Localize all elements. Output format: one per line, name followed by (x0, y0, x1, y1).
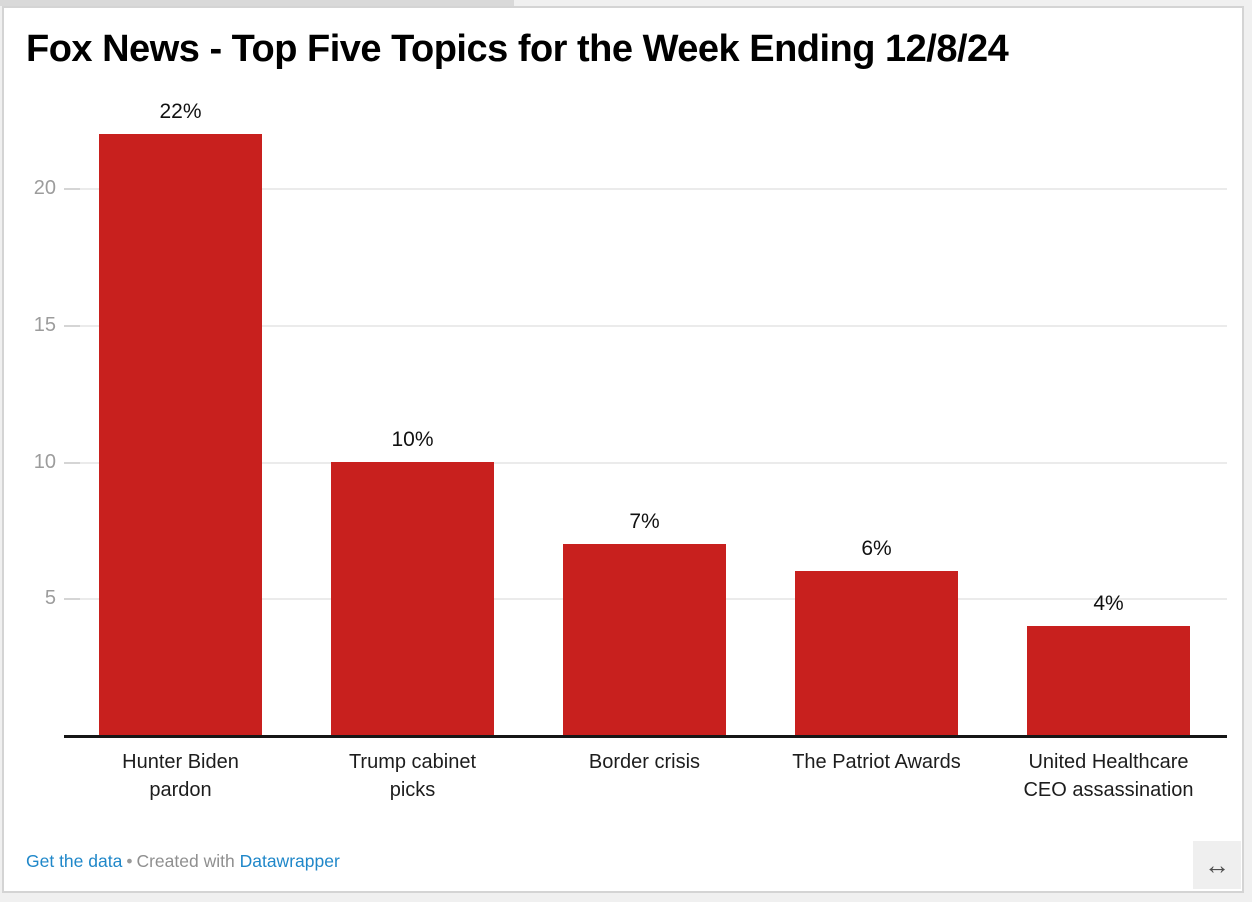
bar (1027, 626, 1190, 735)
bar (331, 462, 494, 735)
footer-separator: • (126, 851, 133, 871)
bar-chart-plot: 5 10 15 20 22% Hunter Biden pardon 10% Trump ca… (4, 8, 1242, 891)
bar-value-label: 6% (861, 537, 892, 560)
category-label: Hunter Biden pardon (122, 751, 239, 801)
gridline (64, 325, 1227, 327)
y-tick-label: 5 (44, 587, 56, 609)
category-label: Trump cabinet picks (348, 751, 477, 801)
chart-footer: Get the data • Created with Datawrapper (26, 848, 340, 874)
gridline (64, 188, 1227, 190)
category-label: Border crisis (588, 751, 701, 773)
resize-handle[interactable]: ↔ (1193, 841, 1241, 889)
bar (99, 134, 262, 735)
created-with-text: Created with (136, 851, 235, 871)
category-label: The Patriot Awards (792, 751, 961, 773)
y-axis-tick (64, 188, 80, 190)
bar-value-label: 22% (159, 100, 202, 123)
get-the-data-link[interactable]: Get the data (26, 851, 123, 871)
y-tick-label: 10 (33, 451, 56, 473)
bar (795, 571, 958, 735)
bar-value-label: 4% (1093, 592, 1124, 615)
gridline (64, 462, 1227, 464)
horizontal-resize-icon: ↔ (1204, 850, 1230, 880)
datawrapper-link[interactable]: Datawrapper (239, 851, 340, 871)
bar-value-label: 10% (391, 428, 434, 451)
category-label: United Healthcare CEO assassination (1023, 751, 1194, 801)
bar (563, 544, 726, 735)
chart-card: Fox News - Top Five Topics for the Week … (2, 6, 1244, 893)
bar-value-label: 7% (629, 510, 660, 533)
y-tick-label: 15 (33, 314, 56, 336)
y-axis-tick (64, 598, 80, 600)
y-axis-tick (64, 325, 80, 327)
y-axis-tick (64, 462, 80, 464)
x-axis-line (64, 735, 1227, 738)
y-tick-label: 20 (33, 177, 56, 199)
top-edge-artifact (0, 0, 514, 6)
chart-title: Fox News - Top Five Topics for the Week … (26, 28, 1009, 70)
